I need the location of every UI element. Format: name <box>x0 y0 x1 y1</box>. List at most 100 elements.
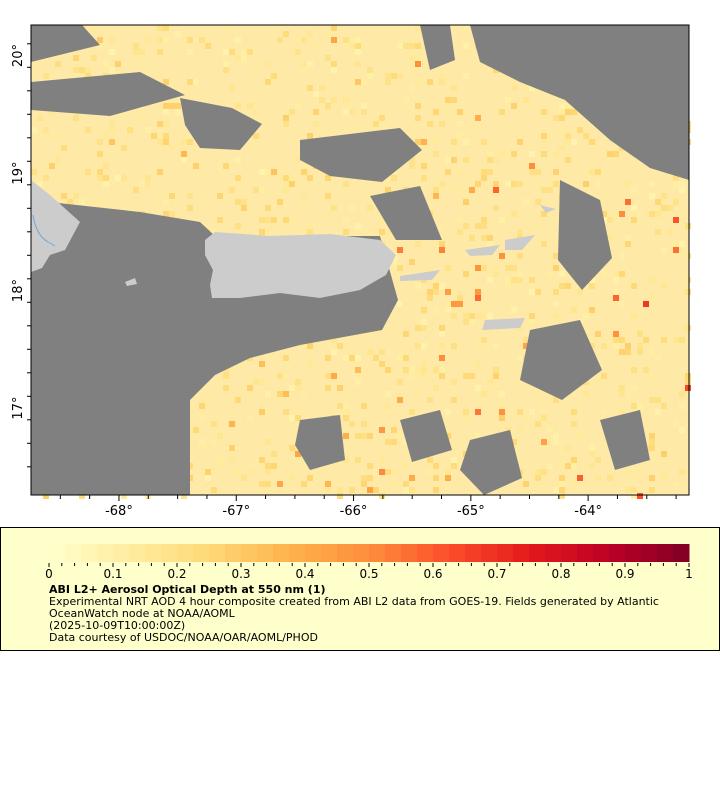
aod-pixel <box>469 127 475 133</box>
aod-pixel <box>433 139 439 145</box>
aod-pixel <box>235 397 241 403</box>
aod-pixel <box>109 49 115 55</box>
aod-pixel <box>649 445 655 451</box>
aod-pixel <box>451 301 457 307</box>
aod-pixel <box>649 211 655 217</box>
aod-pixel <box>211 421 217 427</box>
no-data-center <box>370 186 442 240</box>
aod-pixel <box>367 433 373 439</box>
aod-pixel <box>379 457 385 463</box>
aod-pixel <box>457 121 463 127</box>
aod-pixel <box>673 181 679 187</box>
aod-pixel <box>217 217 223 223</box>
aod-pixel <box>487 151 493 157</box>
aod-pixel <box>355 367 361 373</box>
aod-pixel <box>85 73 91 79</box>
aod-pixel <box>493 373 499 379</box>
aod-pixel <box>235 103 241 109</box>
aod-pixel <box>637 343 643 349</box>
aod-pixel <box>49 109 55 115</box>
aod-pixel <box>637 211 643 217</box>
aod-pixel <box>481 217 487 223</box>
aod-pixel <box>229 469 235 475</box>
aod-pixel <box>403 331 409 337</box>
aod-pixel <box>667 205 673 211</box>
aod-pixel <box>403 439 409 445</box>
aod-pixel <box>289 445 295 451</box>
aod-pixel <box>199 415 205 421</box>
aod-pixel <box>439 181 445 187</box>
aod-pixel <box>505 277 511 283</box>
aod-pixel <box>445 301 451 307</box>
aod-pixel <box>499 391 505 397</box>
aod-pixel <box>421 361 427 367</box>
aod-pixel <box>661 403 667 409</box>
aod-pixel <box>493 157 499 163</box>
aod-pixel <box>295 37 301 43</box>
legend-title: ABI L2+ Aerosol Optical Depth at 550 nm … <box>49 583 326 596</box>
aod-pixel <box>685 385 691 391</box>
aod-pixel <box>571 109 577 115</box>
aod-pixel <box>529 151 535 157</box>
aod-pixel <box>163 211 169 217</box>
aod-pixel <box>451 85 457 91</box>
lon-tick-label: -64° <box>574 504 602 519</box>
aod-pixel <box>463 313 469 319</box>
aod-pixel <box>103 175 109 181</box>
aod-pixel <box>625 469 631 475</box>
aod-pixel <box>487 169 493 175</box>
aod-pixel <box>379 349 385 355</box>
aod-pixel <box>289 109 295 115</box>
aod-pixel <box>487 157 493 163</box>
aod-pixel <box>181 157 187 163</box>
aod-pixel <box>175 103 181 109</box>
aod-pixel <box>97 175 103 181</box>
aod-pixel <box>529 85 535 91</box>
aod-pixel <box>421 307 427 313</box>
aod-pixel <box>169 103 175 109</box>
aod-pixel <box>409 373 415 379</box>
colorbar-tick-label: 0 <box>45 567 53 581</box>
aod-pixel <box>457 109 463 115</box>
aod-pixel <box>313 475 319 481</box>
aod-pixel <box>265 481 271 487</box>
aod-pixel <box>409 409 415 415</box>
aod-pixel <box>655 211 661 217</box>
aod-pixel <box>307 475 313 481</box>
aod-pixel <box>235 199 241 205</box>
aod-pixel <box>97 139 103 145</box>
aod-pixel <box>625 199 631 205</box>
aod-pixel <box>523 481 529 487</box>
aod-pixel <box>385 367 391 373</box>
aod-pixel <box>463 157 469 163</box>
aod-pixel <box>367 67 373 73</box>
aod-pixel <box>367 487 373 493</box>
aod-pixel <box>271 169 277 175</box>
aod-pixel <box>571 457 577 463</box>
aod-pixel <box>271 217 277 223</box>
aod-pixel <box>397 247 403 253</box>
aod-pixel <box>397 301 403 307</box>
aod-pixel <box>529 163 535 169</box>
aod-pixel <box>619 409 625 415</box>
aod-pixel <box>265 469 271 475</box>
aod-pixel <box>103 133 109 139</box>
aod-pixel <box>259 481 265 487</box>
aod-pixel <box>421 325 427 331</box>
aod-pixel <box>217 193 223 199</box>
aod-pixel <box>157 49 163 55</box>
aod-pixel <box>415 43 421 49</box>
aod-pixel <box>223 385 229 391</box>
aod-pixel <box>385 439 391 445</box>
aod-pixel <box>247 385 253 391</box>
aod-pixel <box>493 385 499 391</box>
aod-pixel <box>619 349 625 355</box>
aod-pixel <box>511 181 517 187</box>
aod-pixel <box>343 403 349 409</box>
colorbar-segment <box>129 544 146 562</box>
lon-tick-label: -66° <box>340 504 368 519</box>
aod-pixel <box>433 463 439 469</box>
aod-pixel <box>241 49 247 55</box>
aod-pixel <box>649 439 655 445</box>
aod-pixel <box>343 415 349 421</box>
